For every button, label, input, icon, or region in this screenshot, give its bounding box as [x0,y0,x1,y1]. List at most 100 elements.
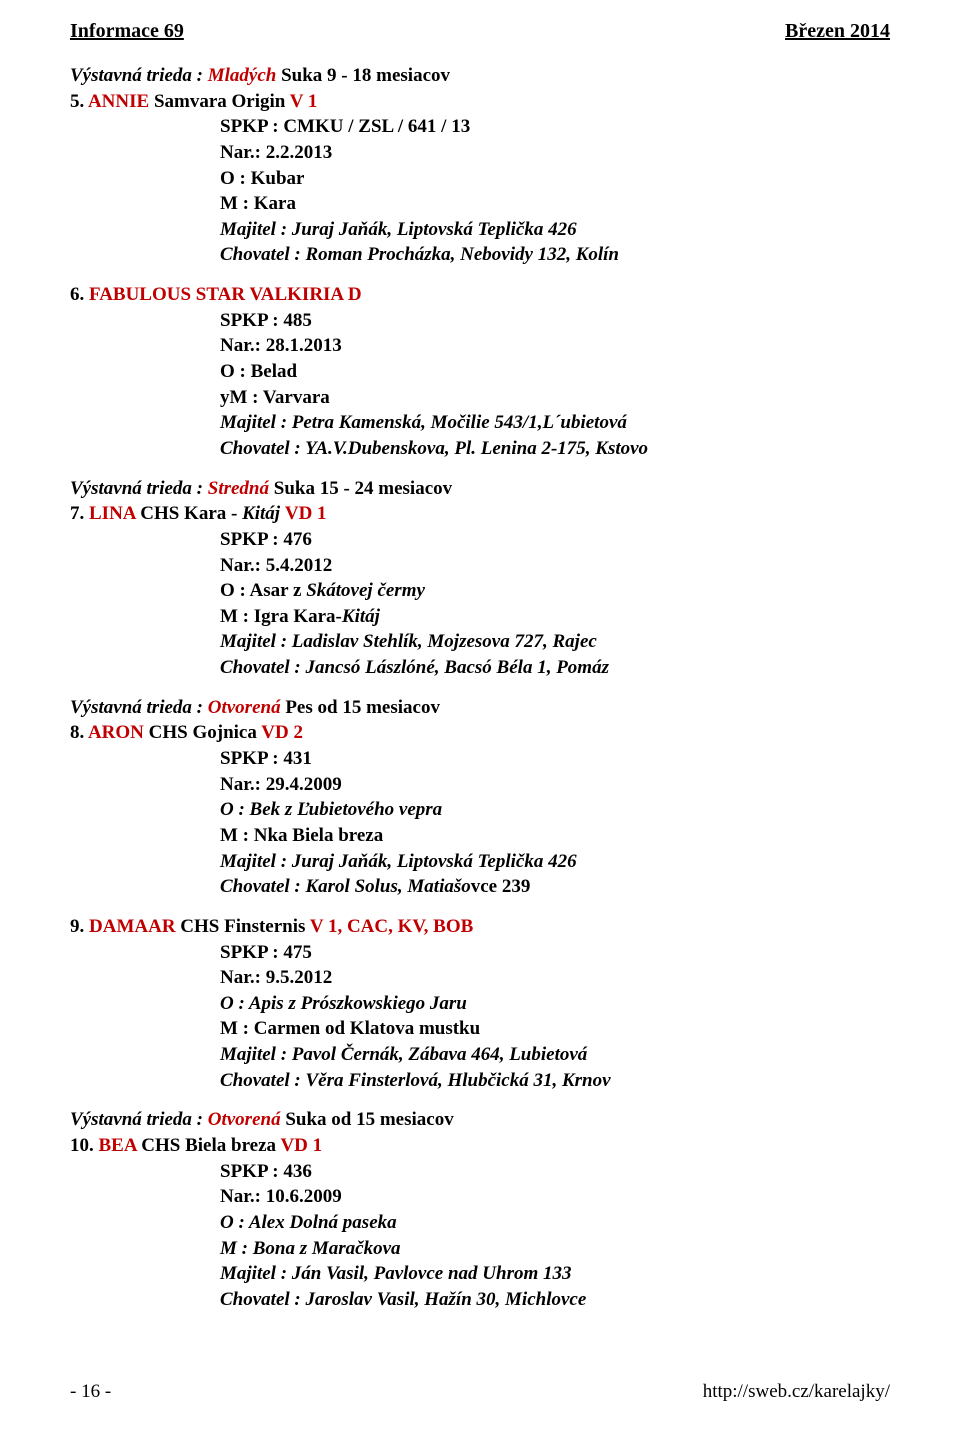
nar: Nar.: 2.2.2013 [220,140,890,166]
entry-details: SPKP : 436 Nar.: 10.6.2009 O : Alex Doln… [220,1159,890,1313]
entry-result: VD 2 [261,722,303,743]
entry-details: SPKP : 475 Nar.: 9.5.2012 O : Apis z Pró… [220,940,890,1094]
spkp: SPKP : 431 [220,746,890,772]
class-prefix: Výstavná trieda : [70,65,208,86]
sire: O : Apis z Prószkowskiego Jaru [220,991,890,1017]
entry-name-line: 8. ARON CHS Gojnica VD 2 [70,722,303,743]
nar: Nar.: 5.4.2012 [220,553,890,579]
entry-details: SPKP : 485 Nar.: 28.1.2013 O : Belad yM … [220,308,890,462]
breeder: Chovatel : Věra Finsterlová, Hlubčická 3… [220,1068,890,1094]
entry-result: V 1, CAC, KV, BOB [310,916,473,937]
nar: Nar.: 9.5.2012 [220,965,890,991]
entry-result: VD 1 [285,503,327,524]
entry-name-line: 6. FABULOUS STAR VALKIRIA D [70,284,362,305]
owner: Majitel : Ladislav Stehlík, Mojzesova 72… [220,629,890,655]
class-suffix: Suka 9 - 18 mesiacov [276,65,450,86]
dam: M : Igra Kara-Kitáj [220,604,890,630]
class-prefix: Výstavná trieda : [70,478,208,499]
owner: Majitel : Ján Vasil, Pavlovce nad Uhrom … [220,1261,890,1287]
sire: O : Alex Dolná paseka [220,1210,890,1236]
entry-name: ARON [88,722,149,743]
sire: O : Kubar [220,166,890,192]
page-header: Informace 69 Březen 2014 [70,20,890,43]
footer-page: - 16 - [70,1381,111,1403]
entry-name-line: 5. ANNIE Samvara Origin V 1 [70,91,317,112]
breeder: Chovatel : Jancsó Lászlóné, Bacsó Béla 1… [220,655,890,681]
breeder: Chovatel : Karol Solus, Matiašovce 239 [220,874,890,900]
class-suffix: Pes od 15 mesiacov [281,697,440,718]
class-prefix: Výstavná trieda : [70,697,208,718]
class-suffix: Suka od 15 mesiacov [281,1109,454,1130]
entry-name: ANNIE [88,91,154,112]
dam: M : Kara [220,191,890,217]
sire: O : Belad [220,359,890,385]
entry-5: 9. DAMAAR CHS Finsternis V 1, CAC, KV, B… [70,914,890,1093]
entry-kennel: CHS Kara - [140,503,242,524]
nar: Nar.: 10.6.2009 [220,1184,890,1210]
entry-name-line: 9. DAMAAR CHS Finsternis V 1, CAC, KV, B… [70,916,473,937]
spkp: SPKP : CMKU / ZSL / 641 / 13 [220,114,890,140]
class-type: Stredná [208,478,269,499]
sire: O : Asar z Skátovej čermy [220,578,890,604]
spkp: SPKP : 485 [220,308,890,334]
entry-kennel-italic: Kitáj [242,503,285,524]
nar: Nar.: 29.4.2009 [220,772,890,798]
class-prefix: Výstavná trieda : [70,1109,208,1130]
class-line: Výstavná trieda : Stredná Suka 15 - 24 m… [70,476,890,502]
entry-kennel: Samvara Origin [154,91,290,112]
entry-name: BEA [99,1135,142,1156]
spkp: SPKP : 475 [220,940,890,966]
dam: M : Bona z Maračkova [220,1236,890,1262]
entry-number: 8. [70,722,88,743]
breeder: Chovatel : Roman Procházka, Nebovidy 132… [220,242,890,268]
entry-kennel: CHS Gojnica [149,722,262,743]
footer-url: http://sweb.cz/karelajky/ [703,1381,890,1403]
owner: Majitel : Pavol Černák, Zábava 464, Lubi… [220,1042,890,1068]
page-footer: - 16 - http://sweb.cz/karelajky/ [70,1381,890,1403]
dam: M : Nka Biela breza [220,823,890,849]
owner: Majitel : Juraj Jaňák, Liptovská Tepličk… [220,849,890,875]
entry-2: 6. FABULOUS STAR VALKIRIA D SPKP : 485 N… [70,282,890,461]
nar: Nar.: 28.1.2013 [220,333,890,359]
header-right: Březen 2014 [785,20,890,43]
entry-6: Výstavná trieda : Otvorená Suka od 15 me… [70,1107,890,1312]
entry-name: FABULOUS STAR VALKIRIA [89,284,348,305]
entry-number: 9. [70,916,89,937]
entry-name-line: 10. BEA CHS Biela breza VD 1 [70,1135,322,1156]
class-type: Otvorená [208,697,281,718]
entry-result: V 1 [290,91,318,112]
page: Informace 69 Březen 2014 Výstavná trieda… [0,0,960,1433]
entry-4: Výstavná trieda : Otvorená Pes od 15 mes… [70,695,890,900]
entry-kennel: CHS Finsternis [180,916,310,937]
entry-result: D [348,284,362,305]
owner: Majitel : Petra Kamenská, Močilie 543/1,… [220,410,890,436]
entry-number: 7. [70,503,89,524]
class-line: Výstavná trieda : Otvorená Pes od 15 mes… [70,695,890,721]
header-left: Informace 69 [70,20,184,43]
breeder: Chovatel : Jaroslav Vasil, Hažín 30, Mic… [220,1287,890,1313]
entry-number: 6. [70,284,89,305]
spkp: SPKP : 476 [220,527,890,553]
entry-kennel: CHS Biela breza [141,1135,280,1156]
entry-result: VD 1 [280,1135,322,1156]
class-line: Výstavná trieda : Mladých Suka 9 - 18 me… [70,63,890,89]
entry-details: SPKP : 431 Nar.: 29.4.2009 O : Bek z Ľub… [220,746,890,900]
owner: Majitel : Juraj Jaňák, Liptovská Tepličk… [220,217,890,243]
entry-3: Výstavná trieda : Stredná Suka 15 - 24 m… [70,476,890,681]
entry-name: DAMAAR [89,916,180,937]
entry-name: LINA [89,503,140,524]
class-suffix: Suka 15 - 24 mesiacov [269,478,452,499]
class-type-ib: vorená [227,1109,281,1130]
entry-number: 10. [70,1135,99,1156]
entry-1: Výstavná trieda : Mladých Suka 9 - 18 me… [70,63,890,268]
dam: yM : Varvara [220,385,890,411]
class-type-pre: Ot [208,1109,227,1130]
entry-details: SPKP : 476 Nar.: 5.4.2012 O : Asar z Ská… [220,527,890,681]
entry-number: 5. [70,91,88,112]
breeder: Chovatel : YA.V.Dubenskova, Pl. Lenina 2… [220,436,890,462]
class-line: Výstavná trieda : Otvorená Suka od 15 me… [70,1107,890,1133]
class-type: Mladých [208,65,277,86]
entry-name-line: 7. LINA CHS Kara - Kitáj VD 1 [70,503,327,524]
entry-details: SPKP : CMKU / ZSL / 641 / 13 Nar.: 2.2.2… [220,114,890,268]
spkp: SPKP : 436 [220,1159,890,1185]
